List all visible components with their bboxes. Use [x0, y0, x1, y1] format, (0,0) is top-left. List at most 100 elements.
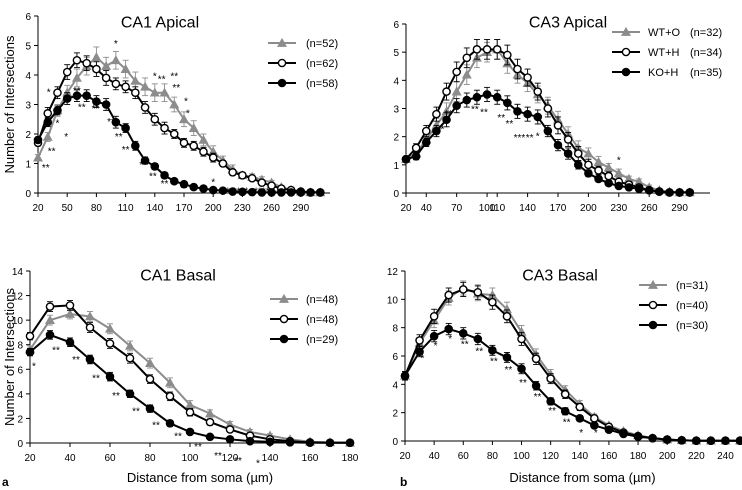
data-point — [43, 109, 53, 118]
data-point — [198, 134, 209, 144]
legend-label: (n=30) — [676, 320, 708, 332]
x-tick-label: 40 — [429, 451, 441, 462]
series-line — [29, 312, 351, 444]
y-tick-label: 0 — [392, 437, 398, 448]
data-point — [199, 147, 208, 156]
data-point — [644, 185, 654, 195]
data-point — [165, 419, 175, 428]
data-point — [160, 123, 169, 133]
series-ko-h — [25, 330, 355, 448]
data-point — [462, 95, 472, 105]
data-point — [82, 91, 91, 100]
significance-marker: *** — [514, 133, 526, 144]
x-tick-label: 100 — [513, 451, 530, 462]
y-tick-label: 3 — [393, 105, 399, 116]
data-point — [65, 337, 75, 347]
legend: (n=52) (n=62) (n=58) — [268, 37, 338, 90]
legend-label: (n=31) — [676, 280, 708, 292]
data-point — [85, 355, 95, 364]
data-point — [165, 392, 175, 401]
y-tick-label: 14 — [12, 267, 24, 278]
data-point — [415, 347, 424, 357]
significance-marker: ** — [112, 391, 120, 402]
x-tick-label: 230 — [610, 203, 627, 214]
x-tick-label: 80 — [487, 451, 499, 462]
data-point — [121, 82, 130, 92]
series-ko-h — [401, 86, 695, 197]
significance-marker: * — [114, 39, 118, 50]
data-point — [218, 186, 228, 195]
data-point — [513, 107, 522, 116]
data-point — [140, 81, 151, 91]
significance-marker: ** — [92, 104, 100, 115]
significance-marker: * — [594, 428, 598, 439]
data-point — [185, 407, 195, 417]
data-point — [296, 188, 306, 197]
data-point — [624, 183, 634, 192]
data-point — [604, 178, 613, 188]
significance-marker: ** — [180, 184, 188, 195]
legend-label: WT+H — [648, 47, 680, 59]
chart-title: CA3 Basal — [522, 267, 598, 284]
data-point — [159, 87, 170, 97]
data-point — [531, 354, 541, 364]
data-point — [189, 182, 199, 192]
x-tick-label: 40 — [64, 453, 76, 464]
chart-title: CA3 Apical — [529, 14, 607, 31]
y-tick-label: 8 — [392, 324, 398, 335]
x-tick-label: 180 — [342, 453, 359, 464]
significance-marker: ** — [526, 133, 534, 144]
data-point — [543, 104, 553, 113]
data-point — [140, 156, 150, 165]
x-tick-label: 20 — [400, 203, 412, 214]
x-tick-label: 100 — [479, 203, 496, 214]
x-tick-label: 20 — [32, 203, 44, 214]
data-point — [492, 45, 502, 54]
data-point — [105, 372, 115, 381]
data-point — [488, 297, 497, 307]
data-point — [458, 329, 468, 338]
y-tick-label: 8 — [17, 341, 23, 352]
data-point — [590, 414, 599, 423]
data-point — [150, 162, 160, 171]
data-point — [502, 353, 512, 362]
y-tick-label: 12 — [387, 267, 399, 278]
data-point — [208, 153, 218, 162]
data-point — [45, 315, 55, 324]
data-point — [53, 88, 62, 97]
chart-ca1-basal: CA1 Basal 0 2 4 6 8 10 12 14 20 40 60 80 100 120 140 160… — [2, 267, 359, 485]
data-point — [563, 135, 573, 144]
series-line — [404, 288, 740, 442]
y-tick-label: 6 — [392, 352, 398, 363]
data-point — [189, 141, 199, 151]
significance-marker: ** — [139, 160, 147, 171]
x-tick-label: 70 — [451, 203, 463, 214]
data-point — [604, 425, 614, 434]
significance-marker: ** — [471, 105, 479, 116]
data-point — [421, 138, 431, 147]
data-point — [91, 52, 102, 62]
significance-marker: * — [448, 334, 452, 345]
data-point — [125, 353, 135, 363]
legend-marker — [279, 314, 289, 324]
x-tick-label: 80 — [144, 453, 156, 464]
x-tick-label: 260 — [641, 203, 658, 214]
data-point — [257, 178, 267, 187]
x-tick-label: 60 — [104, 453, 116, 464]
data-point — [43, 117, 53, 127]
data-point — [92, 64, 101, 74]
data-point — [517, 364, 526, 374]
data-point — [188, 122, 199, 132]
data-point — [553, 121, 563, 130]
x-tick-label: 120 — [542, 451, 559, 462]
y-tick-label: 0 — [393, 189, 399, 200]
chart-ca3-basal: CA3 Basal 0 2 4 6 8 10 12 20 40 60 80 100 120 140 160 18… — [387, 267, 742, 485]
data-point — [149, 87, 160, 97]
data-point — [140, 103, 150, 112]
y-tick-label: 4 — [393, 76, 399, 87]
legend-marker — [277, 58, 287, 68]
x-tick-label: 140 — [146, 203, 163, 214]
data-point — [452, 101, 461, 110]
data-point — [42, 131, 53, 141]
data-point — [169, 176, 179, 186]
